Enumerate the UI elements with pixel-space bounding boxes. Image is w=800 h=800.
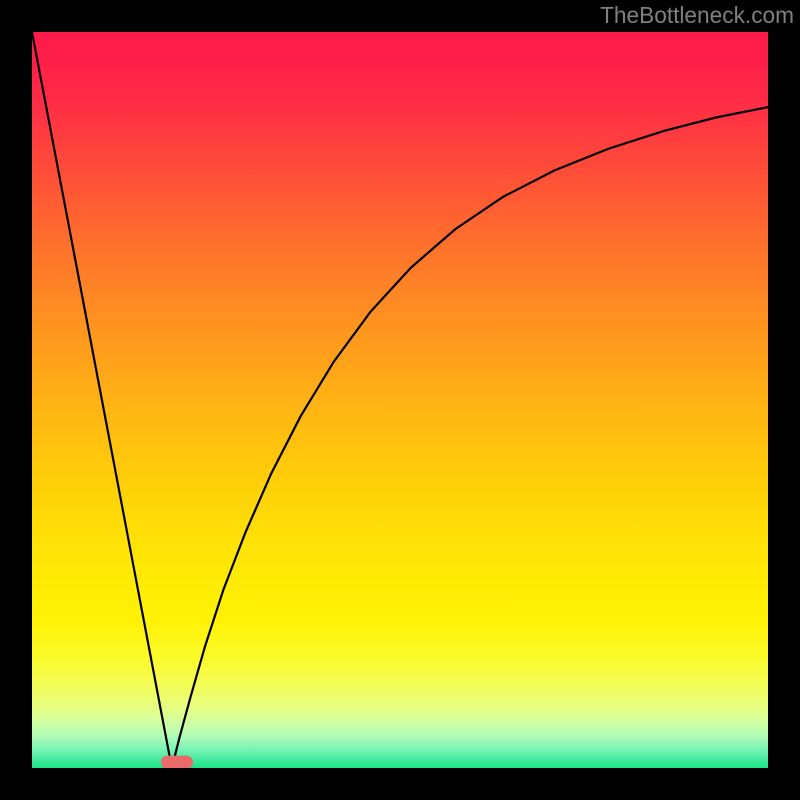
optimal-marker [161, 756, 193, 769]
plot-area [32, 32, 768, 769]
chart-stage: TheBottleneck.com [0, 0, 800, 800]
chart-svg [0, 0, 800, 800]
plot-background-gradient [32, 32, 768, 768]
